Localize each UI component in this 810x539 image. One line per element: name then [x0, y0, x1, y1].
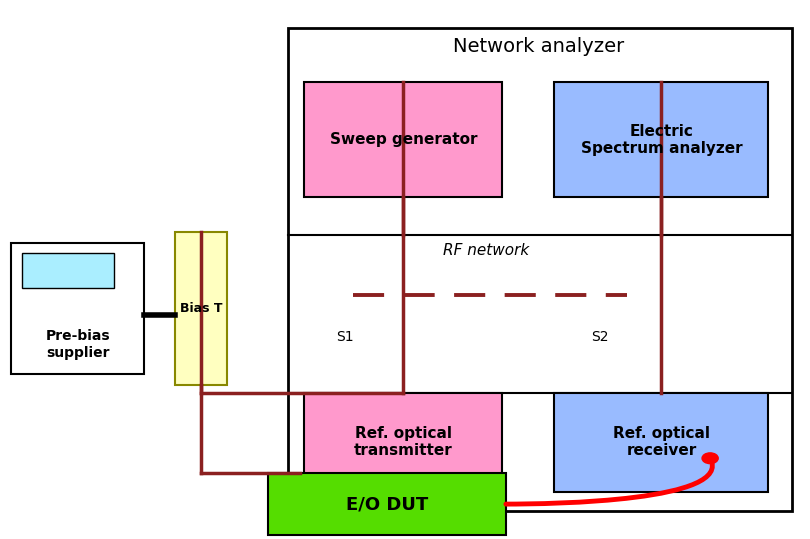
Text: Ref. optical
transmitter: Ref. optical transmitter — [354, 426, 453, 458]
Text: RF network: RF network — [442, 243, 529, 258]
Bar — [11, 243, 144, 374]
Text: Sweep generator: Sweep generator — [330, 132, 477, 147]
Text: Pre-bias
supplier: Pre-bias supplier — [45, 329, 110, 360]
Text: Bias T: Bias T — [181, 302, 223, 315]
Bar — [554, 82, 768, 197]
Text: Electric
Spectrum analyzer: Electric Spectrum analyzer — [581, 123, 743, 156]
Bar — [554, 393, 768, 492]
Bar — [288, 28, 792, 511]
Bar — [304, 393, 502, 492]
Bar — [268, 473, 506, 535]
Text: S1: S1 — [336, 329, 354, 343]
Circle shape — [702, 453, 718, 464]
Text: S2: S2 — [590, 329, 608, 343]
Bar — [22, 253, 114, 288]
Text: E/O DUT: E/O DUT — [346, 495, 428, 513]
Bar — [175, 232, 228, 385]
Text: Ref. optical
receiver: Ref. optical receiver — [613, 426, 710, 458]
Bar — [304, 82, 502, 197]
Text: Network analyzer: Network analyzer — [453, 38, 624, 57]
